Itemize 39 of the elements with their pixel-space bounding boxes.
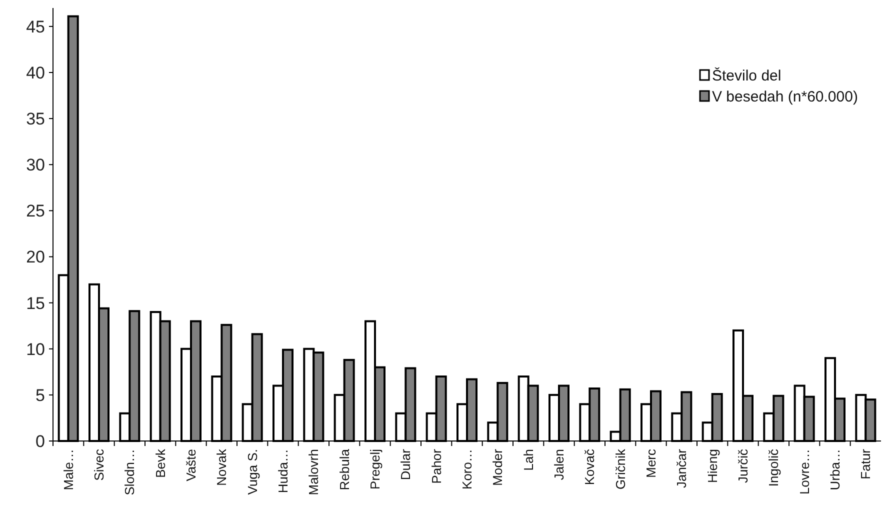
x-tick-label: Kovač bbox=[582, 448, 598, 486]
x-tick-label: Jurčič bbox=[736, 448, 751, 483]
y-tick-label: 0 bbox=[36, 432, 45, 451]
y-tick-label: 10 bbox=[26, 340, 45, 359]
y-tick-label: 40 bbox=[26, 63, 45, 82]
x-tick-label: Vašte bbox=[184, 449, 199, 482]
x-tick-label: Huda… bbox=[276, 449, 291, 494]
x-tick-label: Malovrh bbox=[306, 449, 322, 496]
y-tick-label: 20 bbox=[26, 248, 45, 267]
x-tick-label: Sivec bbox=[92, 448, 107, 481]
x-tick-label: Jančar bbox=[674, 448, 690, 488]
y-tick-label: 30 bbox=[26, 156, 45, 175]
x-tick-label: Male… bbox=[60, 449, 76, 490]
x-tick-label: Dular bbox=[398, 448, 414, 480]
x-tick-label: Moder bbox=[490, 448, 506, 486]
x-tick-label: Rebula bbox=[336, 448, 352, 490]
x-tick-label: Merc bbox=[644, 448, 659, 478]
x-tick-label: Jalen bbox=[552, 449, 567, 480]
y-tick-label: 25 bbox=[26, 202, 45, 221]
x-tick-label: Lah bbox=[520, 449, 536, 471]
x-tick-label: Koro… bbox=[460, 449, 475, 490]
x-tick-label: Gričnik bbox=[612, 448, 628, 490]
x-tick-label: Fatur bbox=[858, 448, 874, 480]
y-tick-label: 5 bbox=[36, 386, 45, 405]
y-tick-label: 35 bbox=[26, 110, 45, 129]
x-tick-label: Pregelj bbox=[368, 448, 383, 490]
x-tick-label: Hieng bbox=[704, 449, 720, 483]
legend-label: V besedah (n*60.000) bbox=[712, 88, 858, 106]
x-tick-label: Slodn… bbox=[122, 449, 138, 496]
legend-label: Število del bbox=[712, 66, 782, 84]
x-tick-label: Ingolič bbox=[766, 448, 782, 487]
x-tick-label: Bevk bbox=[152, 448, 168, 478]
x-tick-label: Lovre… bbox=[796, 449, 812, 495]
y-tick-label: 15 bbox=[26, 294, 45, 313]
x-tick-label: Urba… bbox=[828, 449, 843, 490]
x-tick-label: Vuga S. bbox=[244, 449, 260, 495]
x-tick-label: Novak bbox=[214, 448, 230, 486]
x-tick-label: Pahor bbox=[428, 448, 444, 484]
y-tick-label: 45 bbox=[26, 17, 45, 36]
